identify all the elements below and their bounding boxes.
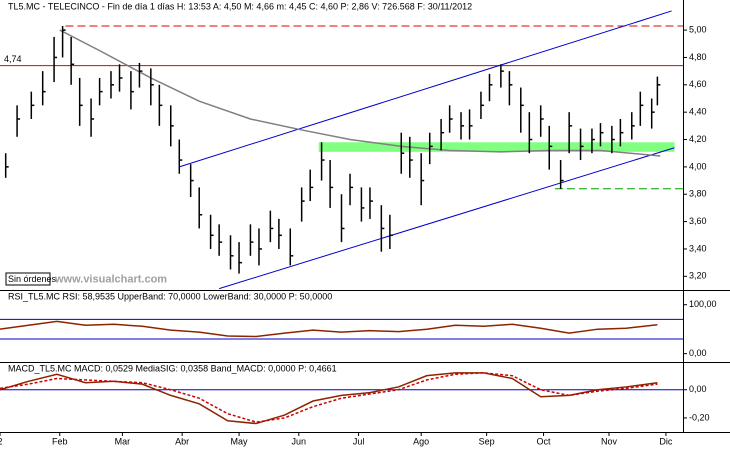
x-tick-label: 2 [0, 436, 3, 446]
y-tick-label: 0,00 [689, 348, 707, 358]
x-tick-label: Oct [537, 436, 552, 446]
x-tick-label: Abr [175, 436, 189, 446]
x-tick-label: Ago [413, 436, 429, 446]
support-band [318, 142, 675, 152]
indicator-line [0, 372, 658, 423]
rsi-panel [0, 318, 683, 340]
trend-line [179, 10, 672, 168]
indicator-line [0, 320, 658, 338]
macd-panel [0, 372, 683, 425]
price-panel: 4,74 [0, 10, 683, 290]
watermark: www.visualchart.com [54, 273, 167, 285]
x-tick-label: Dic [659, 436, 672, 446]
x-tick-label: Jul [353, 436, 365, 446]
y-tick-label: 4,00 [689, 161, 707, 171]
axes: 3,20 3,40 3,60 3,80 4,00 4,20 4,40 4,60 4,80 5,00… [0, 24, 717, 446]
x-tick-label: May [231, 436, 249, 446]
y-tick-label: 3,80 [689, 189, 707, 199]
y-tick-label: 100,00 [689, 299, 717, 309]
x-tick-label: Feb [52, 436, 68, 446]
x-tick-label: Mar [115, 436, 131, 446]
y-tick-label: 4,60 [689, 79, 707, 89]
x-tick-label: Jun [292, 436, 307, 446]
x-tick-label: Sep [479, 436, 495, 446]
chart-title: TL5.MC - TELECINCO - Fin de día 1 días H… [8, 1, 472, 11]
panel-title: RSI_TL5.MC RSI: 58,9535 UpperBand: 70,00… [8, 291, 332, 301]
y-tick-label: 3,20 [689, 271, 707, 281]
panel-title: MACD_TL5.MC MACD: 0,0529 MediaSIG: 0,035… [8, 363, 337, 373]
trend-line [218, 147, 675, 290]
y-tick-label: 4,80 [689, 52, 707, 62]
status-box [5, 272, 51, 286]
y-tick-label: 5,00 [689, 24, 707, 34]
y-tick-label: 4,20 [689, 134, 707, 144]
y-tick-label: 4,40 [689, 107, 707, 117]
x-tick-label: Nov [601, 436, 618, 446]
level-label: 4,74 [4, 54, 22, 64]
y-tick-label: 0,00 [689, 384, 707, 394]
status-text: Sin órdenes [8, 274, 57, 284]
y-tick-label: -0,20 [689, 412, 710, 422]
y-tick-label: 3,60 [689, 216, 707, 226]
y-tick-label: 3,40 [689, 243, 707, 253]
